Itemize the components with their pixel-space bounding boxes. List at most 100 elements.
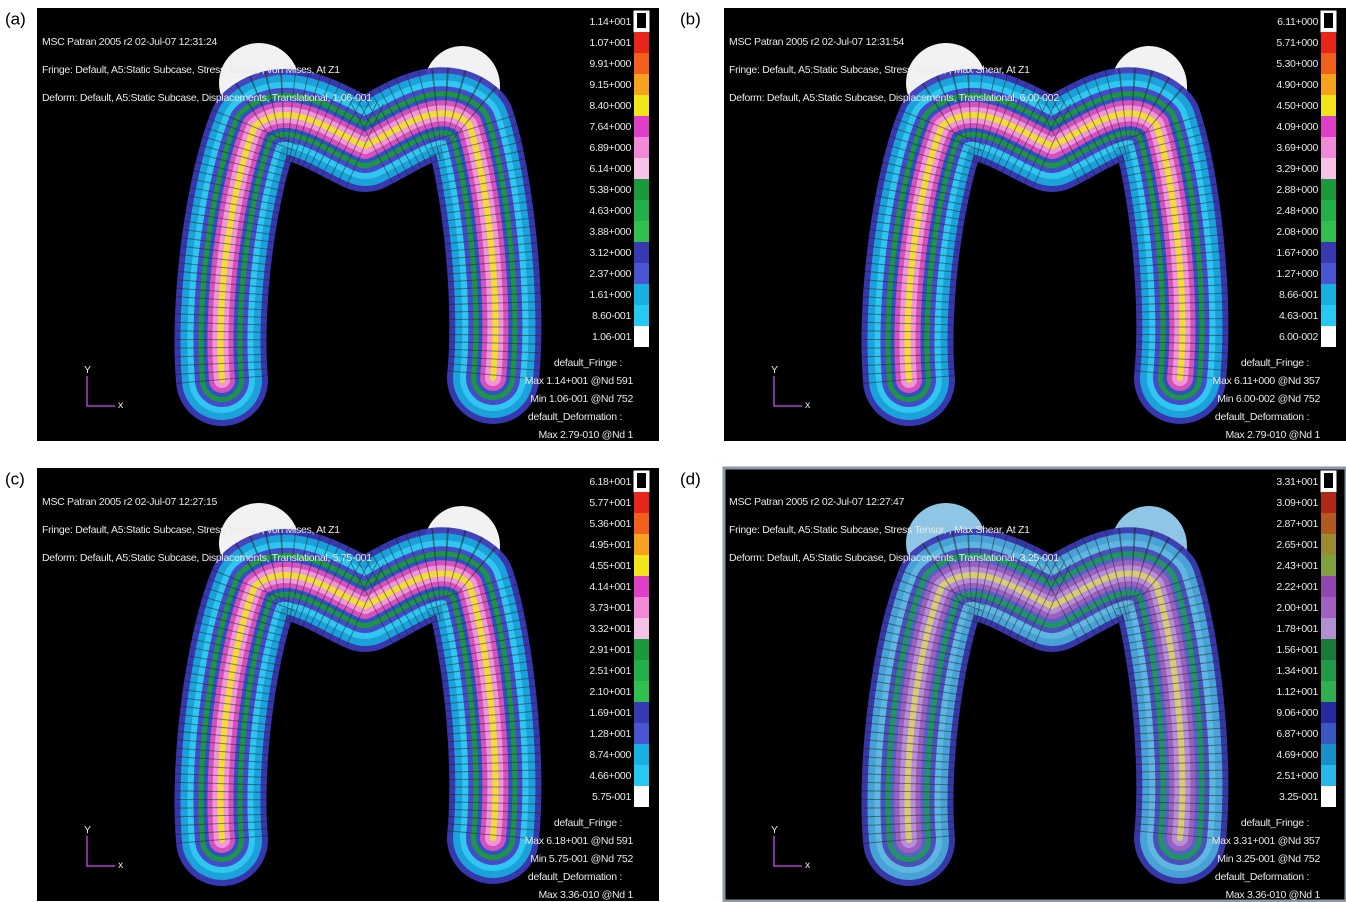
axis-y-label: Y: [84, 364, 91, 376]
header-line: Fringe: Default, A5:Static Subcase, Stre…: [42, 524, 340, 536]
legend-swatch: [1321, 639, 1336, 660]
legend-swatch: [634, 660, 649, 681]
legend-swatch: [1321, 765, 1336, 786]
legend-swatch: [1321, 179, 1336, 200]
viewport: [724, 8, 1346, 441]
legend-top-box: [1324, 13, 1333, 28]
footer-line: default_Deformation :: [528, 871, 622, 883]
legend-swatch: [634, 53, 649, 74]
legend-value: 2.51+001: [589, 665, 631, 677]
legend-top-box: [1324, 473, 1333, 488]
legend-value: 2.91+001: [589, 644, 631, 656]
legend-value: 4.55+001: [589, 560, 631, 572]
footer-line: default_Deformation :: [1215, 411, 1309, 423]
legend-swatch: [1321, 32, 1336, 53]
legend-value: 8.66-001: [1279, 289, 1319, 301]
mesh: [861, 527, 1229, 844]
axis-y-label: Y: [771, 364, 778, 376]
panel: MSC Patran 2005 r2 02-Jul-07 12:31:54 Fri…: [724, 8, 1346, 441]
legend-value: 8.60-001: [592, 310, 632, 322]
legend-swatch: [1321, 95, 1336, 116]
legend-swatch: [1321, 744, 1336, 765]
legend-value: 1.12+001: [1276, 686, 1318, 698]
footer-line: Max 6.18+001 @Nd 591: [525, 835, 634, 847]
legend-swatch: [1321, 305, 1336, 326]
panel: MSC Patran 2005 r2 02-Jul-07 12:27:47 Fri…: [722, 466, 1346, 902]
mesh: [861, 67, 1229, 384]
header-line: Deform: Default, A5:Static Subcase, Disp…: [729, 92, 1059, 104]
legend-value: 6.00-002: [1279, 331, 1319, 343]
legend-value: 4.63-001: [1279, 310, 1319, 322]
legend-value: 6.14+000: [589, 163, 631, 175]
legend-swatch: [634, 158, 649, 179]
legend-value: 2.87+001: [1276, 518, 1318, 530]
legend-top-box: [637, 13, 646, 28]
axis-x-label: x: [118, 399, 124, 411]
header-line: Deform: Default, A5:Static Subcase, Disp…: [729, 552, 1059, 564]
legend-value: 4.63+000: [589, 205, 631, 217]
legend-swatch: [1321, 681, 1336, 702]
legend-swatch: [634, 639, 649, 660]
footer-line: Max 6.11+000 @Nd 357: [1213, 375, 1321, 387]
axis-triad: [86, 836, 115, 867]
legend-value: 7.64+000: [589, 121, 631, 133]
legend-value: 3.09+001: [1276, 497, 1318, 509]
footer-line: default_Fringe :: [554, 357, 622, 369]
legend-swatch: [634, 95, 649, 116]
viewport: [37, 8, 659, 441]
mesh: [174, 67, 542, 384]
panel-label: (b): [680, 9, 701, 28]
legend-swatch: [634, 284, 649, 305]
legend-value: 1.78+001: [1276, 623, 1318, 635]
legend-value: 1.27+000: [1276, 268, 1318, 280]
legend-swatch: [1321, 116, 1336, 137]
legend-swatch: [634, 221, 649, 242]
legend-value: 2.43+001: [1276, 560, 1318, 572]
legend-swatch: [1321, 137, 1336, 158]
panel-label: (a): [5, 9, 26, 28]
legend-value: 4.14+001: [589, 581, 631, 593]
legend-value: 4.09+000: [1276, 121, 1318, 133]
legend-swatch: [1321, 786, 1336, 807]
legend-value: 4.69+000: [1276, 749, 1318, 761]
legend-value: 2.00+001: [1276, 602, 1318, 614]
axis-x-label: x: [118, 859, 124, 871]
legend-value: 1.07+001: [589, 37, 631, 49]
legend-value: 3.73+001: [589, 602, 631, 614]
legend-swatch: [1321, 534, 1336, 555]
axis-triad: [86, 376, 115, 407]
footer-line: default_Fringe :: [1241, 357, 1309, 369]
legend-value: 2.51+000: [1276, 770, 1318, 782]
legend-value: 2.88+000: [1276, 184, 1318, 196]
axis-x-label: x: [805, 859, 811, 871]
legend-swatch: [634, 744, 649, 765]
legend-value: 1.34+001: [1276, 665, 1318, 677]
legend-swatch: [634, 32, 649, 53]
legend-value: 1.14+001: [589, 16, 631, 28]
footer-line: Min 1.06-001 @Nd 752: [530, 393, 633, 405]
legend-swatch: [634, 200, 649, 221]
footer-line: Max 2.79-010 @Nd 1: [1225, 429, 1320, 441]
legend-value: 4.90+000: [1276, 79, 1318, 91]
panel: MSC Patran 2005 r2 02-Jul-07 12:27:15 Fri…: [37, 468, 659, 901]
legend-value: 6.11+000: [1277, 16, 1318, 28]
legend-swatch: [1321, 263, 1336, 284]
footer-line: Max 2.79-010 @Nd 1: [538, 429, 633, 441]
legend-value: 6.89+000: [589, 142, 631, 154]
panel: MSC Patran 2005 r2 02-Jul-07 12:31:24 Fri…: [37, 8, 659, 441]
legend-value: 5.30+000: [1276, 58, 1318, 70]
panel-label: (c): [5, 469, 25, 488]
legend-swatch: [634, 513, 649, 534]
viewport: [37, 468, 659, 901]
legend-value: 9.06+000: [1276, 707, 1318, 719]
legend-value: 1.69+001: [589, 707, 631, 719]
footer-line: Max 1.14+001 @Nd 591: [525, 375, 634, 387]
header-line: MSC Patran 2005 r2 02-Jul-07 12:27:15: [42, 496, 218, 508]
legend-value: 2.10+001: [589, 686, 631, 698]
legend-swatch: [634, 74, 649, 95]
legend-swatch: [634, 263, 649, 284]
legend-top-box: [637, 473, 646, 488]
axis-x-label: x: [805, 399, 811, 411]
